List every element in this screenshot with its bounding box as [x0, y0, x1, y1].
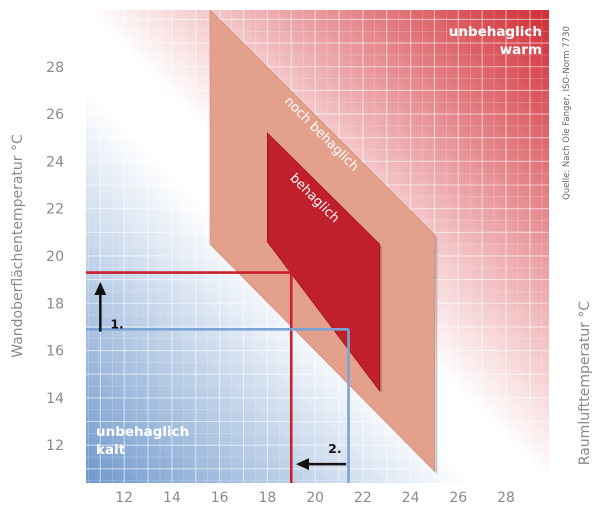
x-tick-label: 28	[497, 490, 515, 506]
x-tick-label: 14	[163, 490, 181, 506]
source-note: Quelle: Nach Ole Fanger, ISO-Norm 7730	[562, 26, 572, 200]
y-axis-title: Wandoberflächentemperatur °C	[10, 134, 26, 358]
arrow-left-head	[296, 458, 310, 471]
y-tick-label: 18	[46, 296, 64, 312]
y-tick-label: 22	[46, 202, 64, 218]
arrow-up-head	[94, 281, 107, 295]
x-tick-label: 12	[115, 490, 133, 506]
x-tick-label: 16	[211, 490, 229, 506]
arrows: 1. 2.	[94, 281, 347, 471]
label-cold-line-2: kalt	[96, 442, 126, 458]
y-tick-label: 20	[46, 249, 64, 265]
plot-area: 1. 2.	[86, 10, 549, 483]
label-cold-line-1: unbehaglich	[96, 424, 189, 440]
example-lines	[86, 271, 350, 483]
zone-behaglich	[266, 132, 380, 392]
label-warm-line-2: warm	[500, 42, 542, 58]
x-tick-label: 20	[306, 490, 324, 506]
x-axis-title: Raumlufttemperatur °C	[577, 301, 593, 466]
x-tick-label: 26	[449, 490, 467, 506]
label-warm-line-1: unbehaglich	[449, 24, 542, 40]
y-tick-label: 24	[46, 154, 64, 170]
y-tick-label: 14	[46, 391, 64, 407]
arrow-label-1: 1.	[110, 317, 123, 332]
y-tick-label: 16	[46, 344, 64, 360]
x-tick-label: 18	[258, 490, 276, 506]
x-tick-label: 22	[354, 490, 372, 506]
y-tick-label: 12	[46, 438, 64, 454]
x-tick-label: 24	[402, 490, 420, 506]
comfort-zones	[209, 10, 438, 475]
y-tick-label: 28	[46, 60, 64, 76]
y-tick-label: 26	[46, 107, 64, 123]
arrow-label-2: 2.	[328, 441, 341, 456]
tick-labels: 12 14 16 18 20 22 24 26 28 12 14 16 18 20 22 24 26 28	[46, 60, 515, 506]
